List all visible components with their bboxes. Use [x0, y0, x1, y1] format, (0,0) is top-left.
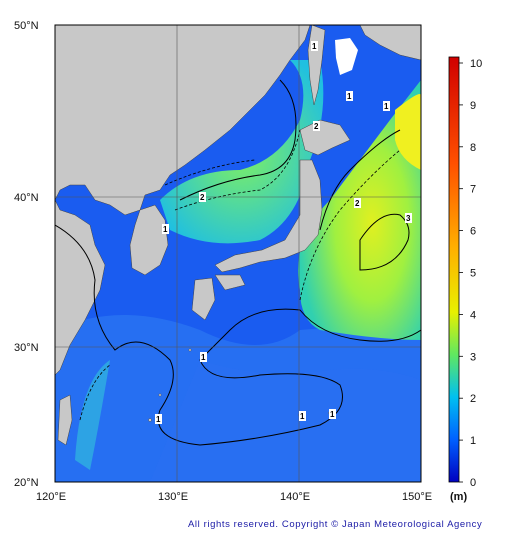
lat-label-50n: 50°N [14, 20, 39, 32]
colorbar-tick-label: 7 [470, 184, 476, 196]
colorbar-tick-label: 10 [470, 58, 482, 70]
lon-label-120e: 120°E [36, 491, 66, 503]
colorbar-tick-label: 5 [470, 268, 476, 280]
colorbar-scale [448, 56, 460, 483]
lon-label-150e: 150°E [402, 491, 432, 503]
high-wave-region-east [298, 80, 421, 340]
contour-label: 1 [312, 42, 317, 51]
lat-label-20n: 20°N [14, 477, 39, 489]
wave-contours [55, 79, 421, 446]
graticule [55, 25, 421, 482]
contour-label: 1 [384, 102, 389, 111]
lon-label-130e: 130°E [158, 491, 188, 503]
contour-label: 1 [300, 412, 305, 421]
contour-label: 1 [201, 353, 206, 362]
lat-label-40n: 40°N [14, 192, 39, 204]
copyright-credit: All rights reserved. Copyright © Japan M… [188, 519, 483, 530]
contour-label: 2 [355, 199, 360, 208]
contour-label: 1 [156, 415, 161, 424]
colorbar-tick-label: 2 [470, 393, 476, 405]
map-area [55, 25, 421, 482]
colorbar-tick-label: 3 [470, 351, 476, 363]
land-masses [55, 25, 421, 446]
colorbar-tick-label: 6 [470, 226, 476, 238]
colorbar: 0 1 2 3 4 5 6 7 8 9 10 (m) [448, 56, 482, 503]
colorbar-tick-label: 4 [470, 309, 476, 321]
colorbar-unit: (m) [450, 491, 467, 503]
contour-label: 2 [200, 193, 205, 202]
colorbar-tick-label: 9 [470, 100, 476, 112]
colorbar-tick-label: 1 [470, 435, 476, 447]
lon-label-140e: 140°E [280, 491, 310, 503]
contour-label: 1 [163, 225, 168, 234]
contour-label: 2 [314, 122, 319, 131]
colorbar-tick-label: 8 [470, 142, 476, 154]
contour-label: 1 [330, 410, 335, 419]
colorbar-tick-label: 0 [470, 477, 476, 489]
lat-label-30n: 30°N [14, 342, 39, 354]
contour-labels: 1 1 1 2 2 1 2 3 1 1 1 1 [155, 41, 412, 424]
contour-label: 3 [406, 214, 411, 223]
contour-label: 1 [347, 92, 352, 101]
